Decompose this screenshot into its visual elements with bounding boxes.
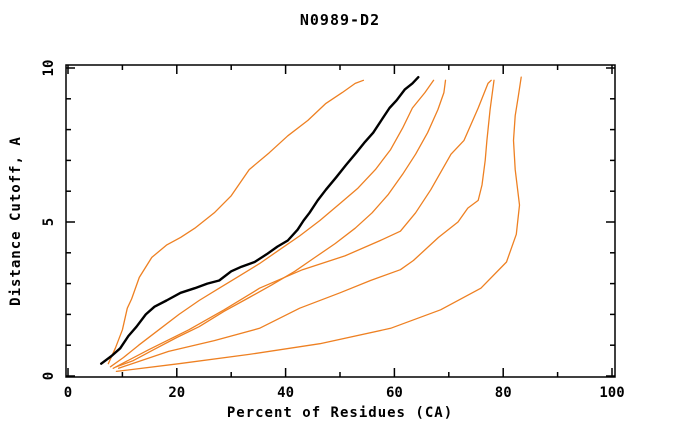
x-tick-label: 20 <box>168 385 185 401</box>
series-model-5 <box>117 79 495 369</box>
x-tick-label: 40 <box>277 385 294 401</box>
y-tick-label: 5 <box>41 218 57 226</box>
y-tick-label: 10 <box>41 60 57 77</box>
y-tick-label: 0 <box>41 372 57 380</box>
series-model-6 <box>115 76 522 373</box>
x-axis-title: Percent of Residues (CA) <box>226 405 454 421</box>
chart-title: N0989-D2 <box>299 11 381 29</box>
x-tick-label: 60 <box>386 385 403 401</box>
x-tick-label: 100 <box>599 385 624 401</box>
series-model-3 <box>115 79 447 368</box>
series-model-4 <box>112 79 492 369</box>
x-tick-label: 0 <box>64 385 72 401</box>
series-model-2 <box>109 79 435 368</box>
series-reference-black <box>99 75 420 365</box>
series-model-1 <box>107 79 365 365</box>
x-tick-label: 80 <box>495 385 512 401</box>
plot-border <box>65 64 616 378</box>
